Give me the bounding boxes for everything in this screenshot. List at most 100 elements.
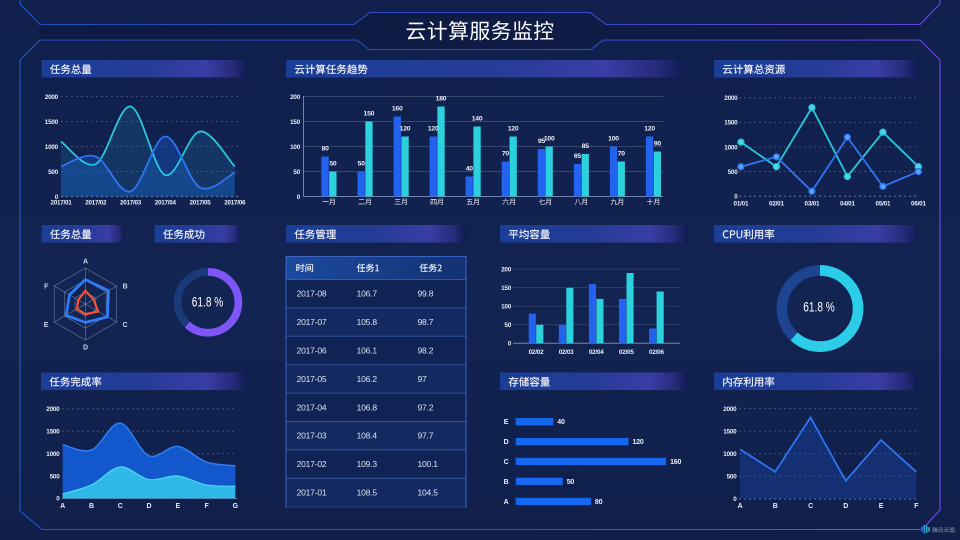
svg-text:108.5: 108.5 — [357, 488, 378, 498]
svg-text:61.8 %: 61.8 % — [192, 293, 224, 309]
svg-text:C: C — [808, 503, 813, 510]
svg-text:108.4: 108.4 — [357, 431, 378, 441]
svg-text:120: 120 — [428, 126, 439, 133]
svg-text:70: 70 — [618, 151, 626, 158]
svg-text:A: A — [738, 503, 743, 510]
svg-text:100: 100 — [608, 136, 619, 143]
svg-text:2017/05: 2017/05 — [189, 200, 211, 207]
svg-text:100: 100 — [544, 136, 555, 143]
svg-text:1500: 1500 — [723, 428, 737, 435]
svg-text:40: 40 — [557, 419, 565, 426]
svg-text:61.8 %: 61.8 % — [803, 298, 835, 314]
svg-text:99.8: 99.8 — [418, 289, 434, 299]
svg-text:120: 120 — [508, 126, 519, 133]
svg-text:2017/01: 2017/01 — [50, 200, 72, 207]
svg-text:D: D — [504, 439, 509, 446]
svg-text:80: 80 — [595, 499, 603, 506]
svg-text:2000: 2000 — [724, 95, 738, 102]
svg-text:104.5: 104.5 — [418, 488, 439, 498]
svg-text:85: 85 — [582, 143, 590, 150]
svg-text:95: 95 — [538, 138, 546, 145]
svg-text:100: 100 — [290, 144, 301, 151]
svg-text:0: 0 — [55, 194, 59, 201]
svg-text:180: 180 — [436, 96, 447, 103]
svg-text:2017/02: 2017/02 — [85, 200, 107, 207]
svg-text:100: 100 — [501, 304, 512, 311]
svg-text:97.2: 97.2 — [418, 402, 434, 412]
svg-text:150: 150 — [364, 111, 375, 118]
svg-text:50: 50 — [504, 322, 511, 329]
svg-text:A: A — [83, 259, 88, 266]
svg-text:0: 0 — [733, 496, 737, 503]
svg-text:1500: 1500 — [45, 119, 59, 126]
svg-text:D: D — [843, 503, 848, 510]
svg-text:B: B — [89, 503, 94, 510]
svg-text:A: A — [504, 499, 509, 506]
svg-text:150: 150 — [290, 119, 301, 126]
svg-text:2017-05: 2017-05 — [297, 374, 327, 384]
svg-text:04/01: 04/01 — [840, 201, 855, 208]
svg-text:160: 160 — [670, 459, 681, 466]
svg-text:160: 160 — [392, 106, 403, 113]
svg-text:2000: 2000 — [45, 94, 59, 101]
svg-text:2017-06: 2017-06 — [297, 346, 327, 356]
svg-text:500: 500 — [48, 169, 59, 176]
svg-text:200: 200 — [501, 267, 512, 274]
svg-text:2017-04: 2017-04 — [297, 402, 327, 412]
svg-text:1000: 1000 — [724, 144, 738, 151]
svg-text:500: 500 — [50, 473, 61, 480]
svg-text:0: 0 — [56, 496, 60, 503]
svg-text:2017-08: 2017-08 — [297, 289, 327, 299]
svg-text:1500: 1500 — [724, 120, 738, 127]
svg-text:B: B — [504, 479, 509, 486]
svg-text:02/06: 02/06 — [649, 349, 664, 356]
svg-text:120: 120 — [400, 126, 411, 133]
svg-text:2000: 2000 — [46, 406, 60, 413]
svg-text:106.7: 106.7 — [357, 289, 378, 299]
svg-text:B: B — [123, 284, 128, 291]
svg-text:F: F — [204, 503, 209, 510]
svg-text:106.2: 106.2 — [357, 374, 378, 384]
svg-text:140: 140 — [472, 116, 483, 123]
svg-text:F: F — [44, 284, 49, 291]
svg-text:06/01: 06/01 — [911, 201, 926, 208]
svg-text:0: 0 — [508, 341, 512, 348]
svg-text:40: 40 — [466, 166, 474, 173]
svg-text:02/03: 02/03 — [559, 349, 574, 356]
svg-text:02/01: 02/01 — [769, 201, 784, 208]
svg-text:105.8: 105.8 — [357, 317, 378, 327]
svg-text:F: F — [914, 503, 919, 510]
svg-text:97.7: 97.7 — [418, 431, 434, 441]
svg-text:97: 97 — [418, 374, 428, 384]
svg-text:120: 120 — [644, 126, 655, 133]
svg-text:2017-01: 2017-01 — [297, 488, 327, 498]
svg-text:1000: 1000 — [45, 144, 59, 151]
svg-text:98.2: 98.2 — [418, 346, 434, 356]
svg-text:0: 0 — [734, 194, 738, 201]
svg-text:05/01: 05/01 — [876, 201, 891, 208]
svg-text:70: 70 — [502, 151, 510, 158]
svg-text:200: 200 — [290, 94, 301, 101]
svg-text:150: 150 — [501, 285, 512, 292]
svg-text:2017-02: 2017-02 — [297, 459, 327, 469]
svg-text:65: 65 — [574, 153, 582, 160]
svg-text:E: E — [44, 322, 49, 329]
svg-text:106.1: 106.1 — [357, 346, 378, 356]
svg-text:90: 90 — [654, 141, 662, 148]
svg-text:C: C — [504, 459, 509, 466]
svg-text:02/04: 02/04 — [589, 349, 604, 356]
svg-text:1000: 1000 — [46, 451, 60, 458]
svg-text:80: 80 — [322, 146, 330, 153]
svg-text:500: 500 — [727, 474, 738, 481]
svg-text:1000: 1000 — [723, 451, 737, 458]
svg-text:2017-03: 2017-03 — [297, 431, 327, 441]
svg-text:98.7: 98.7 — [418, 317, 434, 327]
svg-text:1500: 1500 — [46, 429, 60, 436]
svg-text:106.8: 106.8 — [357, 402, 378, 412]
svg-text:0: 0 — [297, 194, 301, 201]
svg-text:50: 50 — [358, 161, 366, 168]
svg-text:D: D — [146, 503, 151, 510]
svg-text:01/01: 01/01 — [734, 201, 749, 208]
svg-text:E: E — [175, 503, 180, 510]
svg-text:500: 500 — [728, 169, 739, 176]
